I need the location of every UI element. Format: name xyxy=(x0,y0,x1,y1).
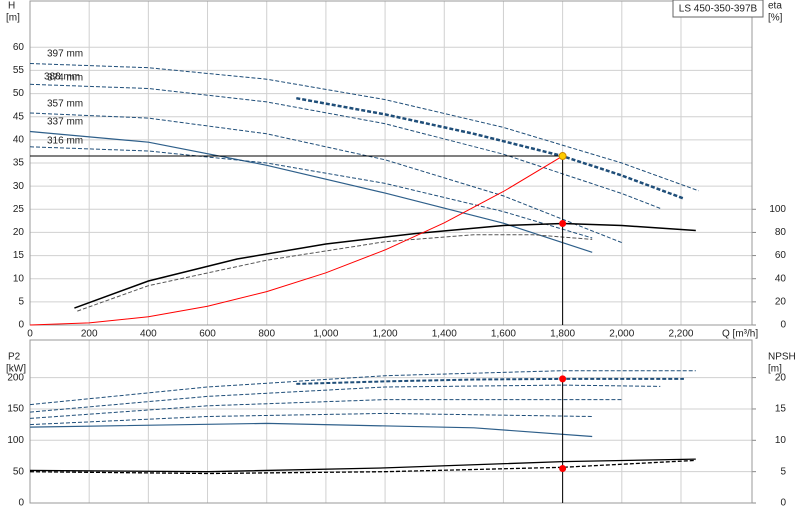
curve xyxy=(296,96,685,200)
x-tick-label: 1,800 xyxy=(550,329,575,340)
x-tick-label: 2,200 xyxy=(668,329,693,340)
curve-label: 388 mm xyxy=(44,72,80,83)
y2-axis-unit: [%] xyxy=(768,13,783,24)
x-tick-label: 400 xyxy=(140,329,157,340)
y-tick-label: 35 xyxy=(13,158,25,169)
y2-tick-label: 100 xyxy=(769,204,786,215)
y-tick-label: 0 xyxy=(18,320,24,331)
curve xyxy=(29,458,696,473)
curve xyxy=(29,83,661,209)
y2-tick-label: 40 xyxy=(775,273,787,284)
y2-tick-label: 0 xyxy=(780,320,786,331)
y-tick-label: 15 xyxy=(13,250,25,261)
y-axis-unit: [kW] xyxy=(6,364,26,375)
x-axis-label: Q [m³/h] xyxy=(722,329,758,340)
y2-tick-label: 20 xyxy=(775,296,787,307)
curve-label: 357 mm xyxy=(47,99,83,110)
x-tick-label: 1,600 xyxy=(491,329,516,340)
plot-frame xyxy=(29,339,753,504)
y-tick-label: 30 xyxy=(13,181,25,192)
x-tick-label: 2,000 xyxy=(609,329,634,340)
curve xyxy=(29,112,622,244)
y-tick-label: 40 xyxy=(13,134,25,145)
y2-axis-unit: [m] xyxy=(768,364,782,375)
operating-point xyxy=(559,375,567,383)
x-tick-label: 600 xyxy=(199,329,216,340)
operating-point xyxy=(558,152,567,161)
curve-label: 316 mm xyxy=(47,136,83,147)
y2-tick-label: 60 xyxy=(775,250,787,261)
y-tick-label: 20 xyxy=(13,227,25,238)
y2-axis-label: NPSH xyxy=(768,352,796,363)
curve xyxy=(29,399,622,419)
curve xyxy=(29,370,696,406)
y-tick-label: 10 xyxy=(13,273,25,284)
y-tick-label: 50 xyxy=(13,88,25,99)
y-tick-label: 50 xyxy=(13,466,25,477)
curve-label: 374 mm xyxy=(47,73,83,84)
curve xyxy=(29,384,661,413)
curve xyxy=(29,146,593,239)
y2-axis-label: eta xyxy=(768,1,782,12)
chart-title: LS 450-350-397B xyxy=(679,4,758,15)
y-tick-label: 45 xyxy=(13,111,25,122)
y-tick-label: 200 xyxy=(7,372,24,383)
y-tick-label: 100 xyxy=(7,435,24,446)
y-tick-label: 60 xyxy=(13,42,25,53)
curve xyxy=(29,130,593,253)
y-tick-label: 150 xyxy=(7,404,24,415)
x-tick-label: 0 xyxy=(27,329,33,340)
y-axis-label: P2 xyxy=(8,352,21,363)
curve xyxy=(29,422,593,438)
curve xyxy=(29,459,696,475)
x-tick-label: 200 xyxy=(81,329,98,340)
title-box xyxy=(672,0,764,18)
y-tick-label: 0 xyxy=(18,498,24,509)
y-axis-unit: [m] xyxy=(6,13,20,24)
curve-label: 337 mm xyxy=(47,117,83,128)
y2-tick-label: 20 xyxy=(775,372,787,383)
y-tick-label: 55 xyxy=(13,65,25,76)
y2-tick-label: 5 xyxy=(780,466,786,477)
operating-point xyxy=(559,465,567,473)
curve xyxy=(29,155,563,326)
x-tick-label: 1,400 xyxy=(432,329,457,340)
y-tick-label: 5 xyxy=(18,296,24,307)
y2-tick-label: 0 xyxy=(780,498,786,509)
y-tick-label: 25 xyxy=(13,204,25,215)
curve xyxy=(77,234,593,312)
operating-point xyxy=(559,220,567,228)
curve xyxy=(29,63,699,192)
y2-tick-label: 10 xyxy=(775,435,787,446)
curve xyxy=(296,377,684,385)
y2-tick-label: 80 xyxy=(775,227,787,238)
curve xyxy=(29,412,593,426)
curve-label: 397 mm xyxy=(47,49,83,60)
x-tick-label: 1,000 xyxy=(313,329,338,340)
y2-tick-label: 15 xyxy=(775,404,787,415)
y-axis-label: H xyxy=(8,1,15,12)
curve xyxy=(74,222,696,309)
x-tick-label: 1,200 xyxy=(373,329,398,340)
x-tick-label: 800 xyxy=(258,329,275,340)
plot-frame xyxy=(29,0,753,326)
